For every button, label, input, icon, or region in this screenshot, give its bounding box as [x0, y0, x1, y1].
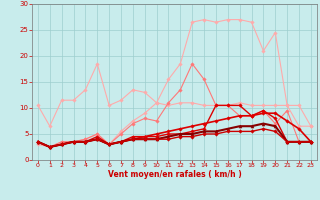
X-axis label: Vent moyen/en rafales ( km/h ): Vent moyen/en rafales ( km/h )	[108, 170, 241, 179]
